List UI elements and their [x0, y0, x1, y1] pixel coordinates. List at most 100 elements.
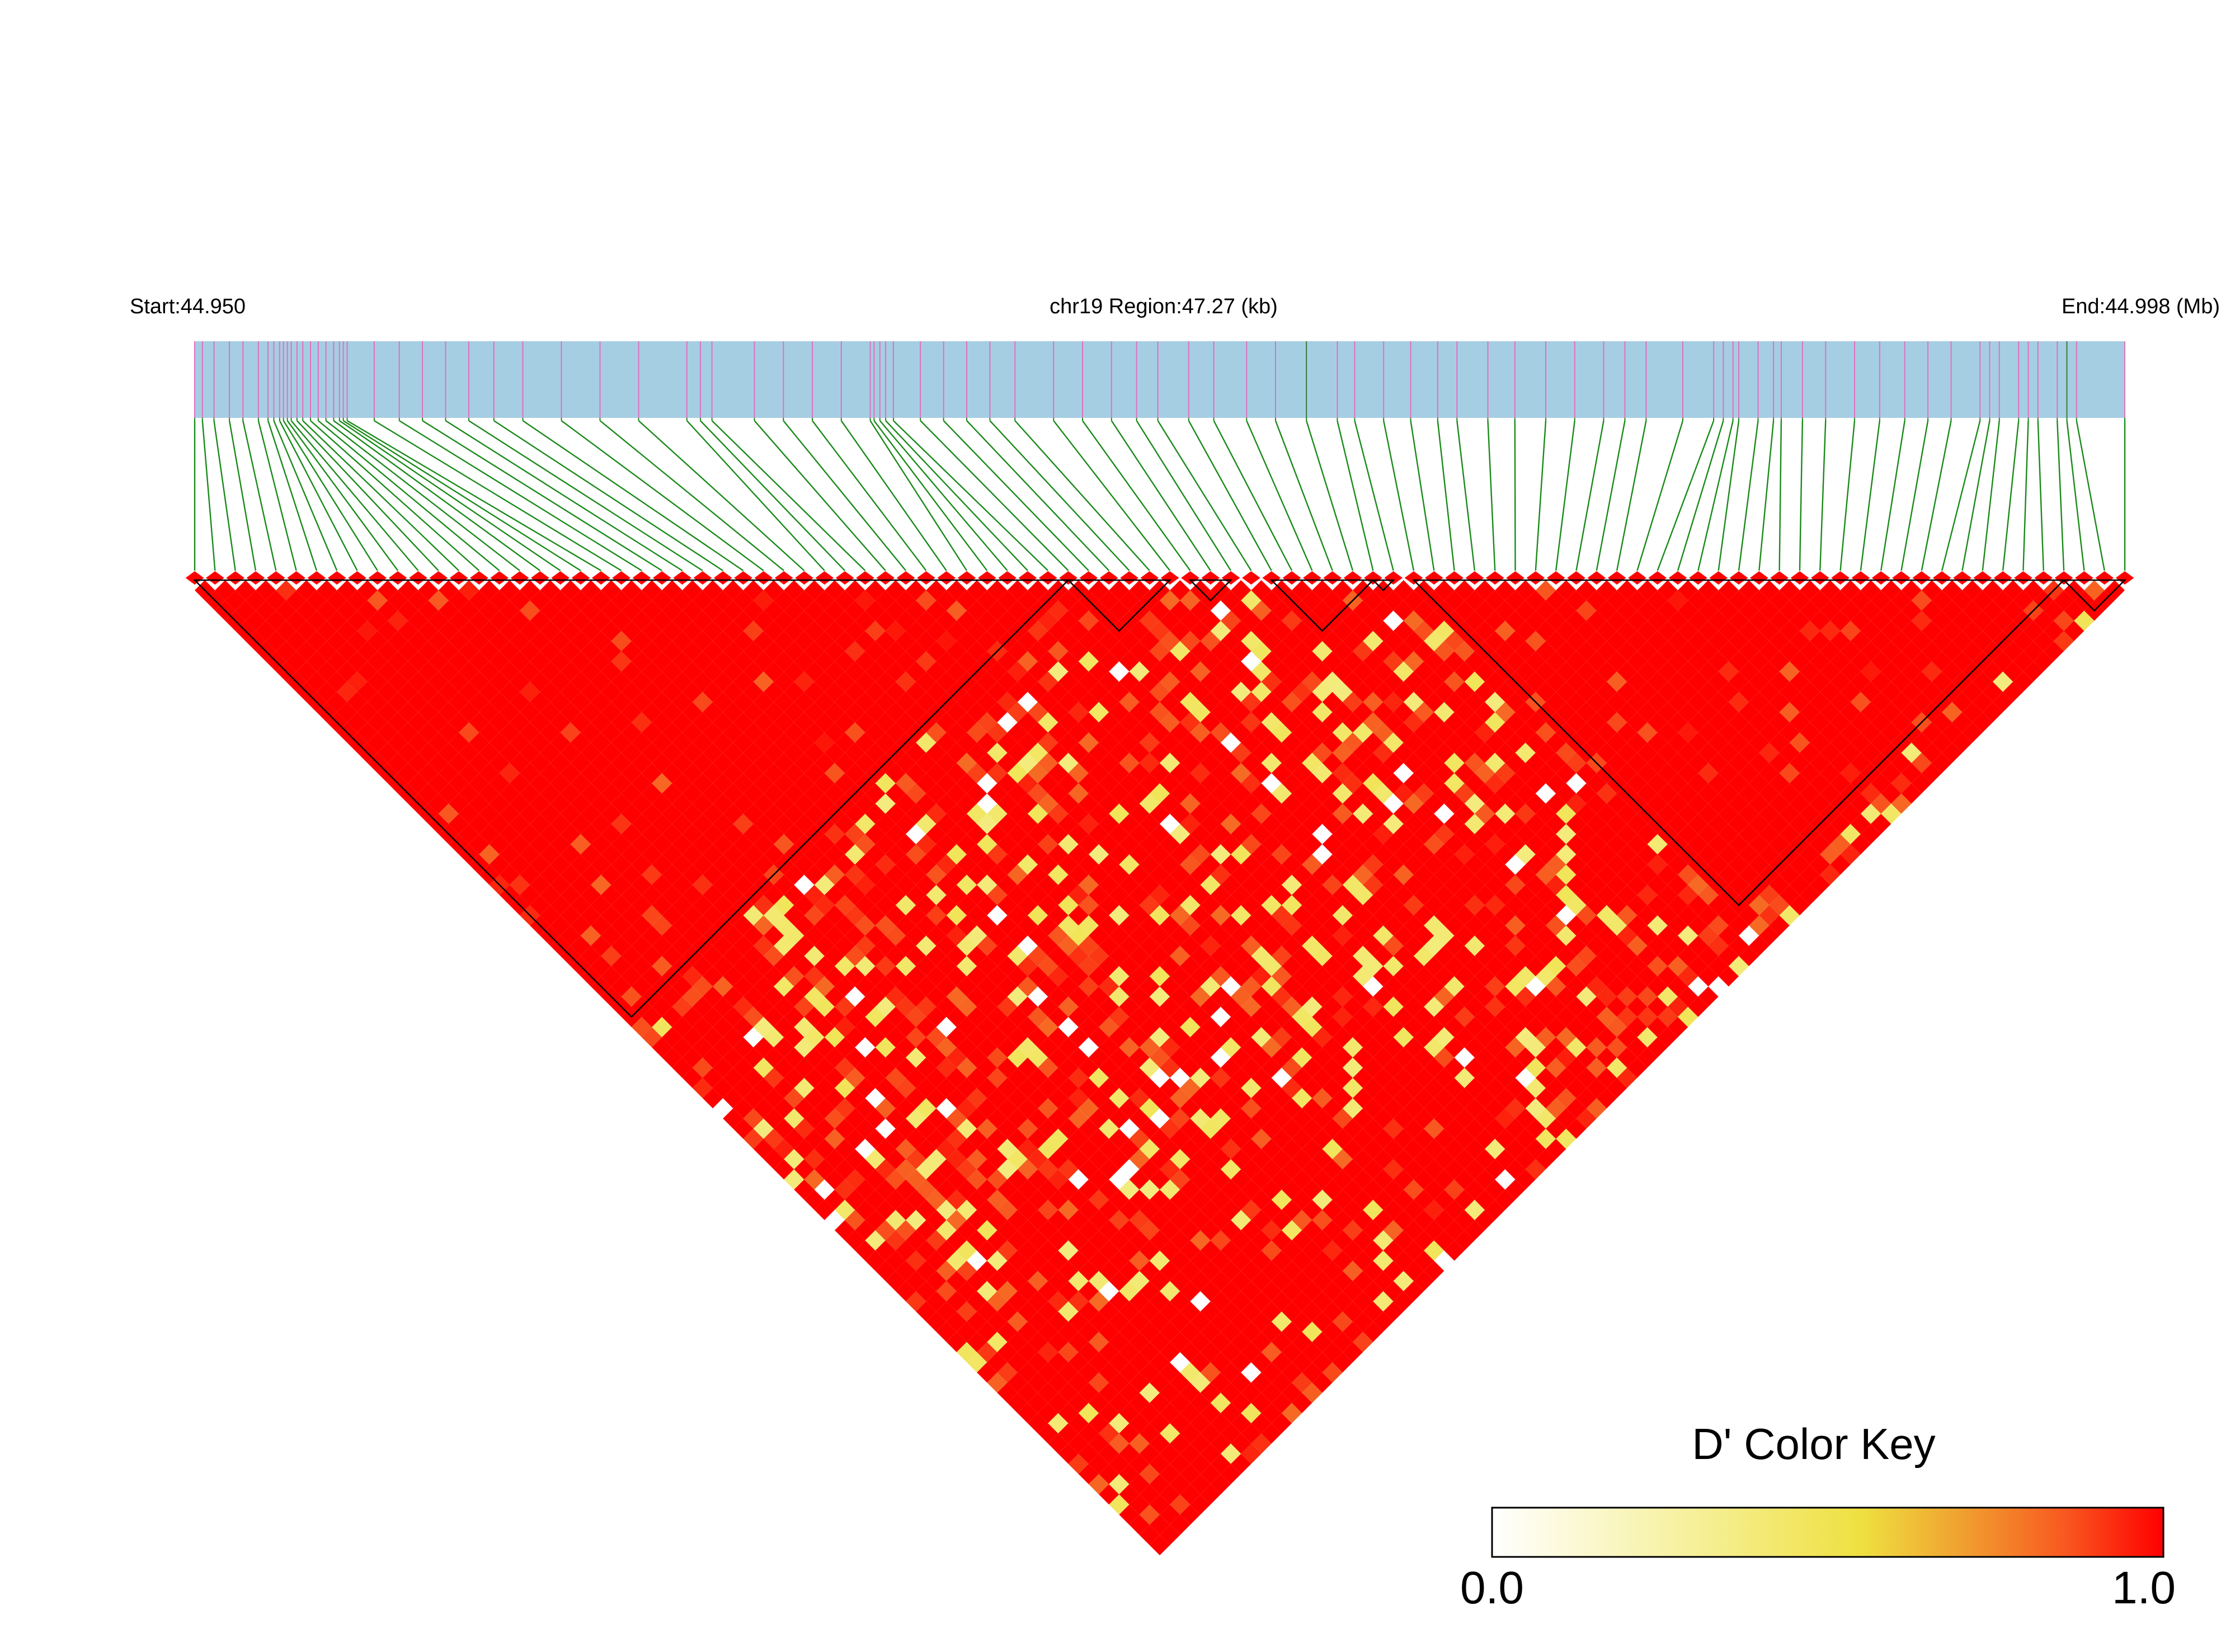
ld-cell	[1109, 1311, 1130, 1332]
ld-cell	[1220, 1382, 1241, 1403]
ld-cell	[1373, 1088, 1394, 1109]
ld-cell	[1332, 1149, 1353, 1170]
ld-cell	[1312, 1230, 1333, 1251]
ld-cell	[692, 590, 713, 611]
ld-cell	[1281, 956, 1302, 977]
ld-cell	[804, 1006, 825, 1027]
ld-cell	[1363, 1281, 1384, 1302]
ld-cell	[1413, 641, 1434, 662]
ld-cell	[1657, 864, 1678, 885]
ld-cell	[631, 773, 652, 794]
ld-cell	[845, 1209, 865, 1231]
ld-cell	[997, 1138, 1018, 1159]
ld-cell	[540, 844, 561, 865]
ld-cell	[1058, 1402, 1079, 1424]
ld-cell	[581, 763, 601, 784]
ld-cell	[865, 966, 886, 987]
ld-cell	[1139, 651, 1160, 672]
ld-cell	[1119, 834, 1140, 855]
ld-cell	[1038, 651, 1058, 672]
ld-cell	[631, 671, 652, 692]
ld-cell	[1728, 752, 1749, 773]
ld-cell	[1099, 1281, 1119, 1302]
ld-cell	[1657, 681, 1678, 702]
ld-cell	[1647, 874, 1668, 895]
ld-cell	[1078, 1402, 1099, 1424]
ld-cell	[1403, 732, 1424, 753]
ld-cell	[1220, 651, 1241, 672]
ld-cell	[1200, 1179, 1221, 1200]
ld-cell	[1109, 1230, 1130, 1251]
ld-cell	[1332, 1352, 1353, 1373]
ld-cell	[1149, 1474, 1170, 1495]
ld-cell	[499, 803, 520, 824]
ld-cell	[1799, 681, 1820, 702]
ld-cell	[692, 773, 713, 794]
ld-cell	[824, 864, 845, 885]
ld-cell	[1718, 783, 1739, 804]
ld-cell	[1363, 712, 1384, 733]
ld-cell	[1383, 1057, 1404, 1078]
snp-connector	[2022, 420, 2029, 571]
ld-cell	[1363, 996, 1384, 1017]
ld-cell	[672, 1037, 693, 1058]
ld-cell	[1058, 996, 1079, 1017]
ld-cell	[885, 702, 906, 723]
ld-cell	[997, 712, 1018, 733]
ld-cell	[316, 600, 337, 621]
ld-cell	[1078, 1220, 1099, 1241]
ld-cell	[1017, 1098, 1038, 1119]
snp-marker	[1343, 571, 1362, 585]
ld-cell	[1617, 945, 1638, 966]
ld-cell	[1342, 935, 1363, 956]
ld-cell	[1495, 1088, 1516, 1109]
ld-cell	[1109, 1494, 1130, 1515]
ld-cell	[875, 1260, 896, 1281]
ld-cell	[1881, 783, 1902, 804]
ld-cell	[550, 732, 571, 753]
ld-cell	[1556, 1088, 1577, 1109]
ld-cell	[946, 1291, 967, 1312]
ld-cell	[652, 671, 672, 692]
ld-cell	[1464, 712, 1485, 733]
ld-cell	[956, 1098, 977, 1119]
ld-cell	[1271, 864, 1292, 885]
ld-cell	[1170, 905, 1191, 926]
ld-cell	[1363, 1098, 1384, 1119]
ld-cell	[936, 1138, 957, 1159]
ld-cell	[611, 956, 632, 977]
ld-cell	[1799, 580, 1820, 601]
ld-cell	[1129, 1474, 1150, 1495]
ld-cell	[1231, 681, 1251, 702]
ld-cell	[1464, 813, 1485, 834]
ld-cell	[1149, 1169, 1170, 1190]
ld-cell	[1952, 651, 1973, 672]
ld-cell	[1038, 712, 1058, 733]
ld-cell	[1302, 691, 1323, 713]
snp-marker	[2075, 571, 2093, 585]
ld-cell	[1220, 590, 1241, 611]
ld-cell	[1525, 895, 1546, 916]
ld-cell	[1606, 671, 1627, 692]
ld-cell	[1485, 1037, 1505, 1058]
snp-marker	[571, 571, 590, 585]
ld-cell	[946, 925, 967, 946]
ld-cell	[1373, 661, 1394, 682]
ld-cell	[1342, 854, 1363, 875]
ld-cell	[1799, 641, 1820, 662]
ld-cell	[509, 691, 530, 713]
ld-cell	[1647, 976, 1668, 997]
ld-cell	[1424, 895, 1444, 916]
ld-cell	[570, 630, 591, 652]
ld-cell	[865, 1149, 886, 1170]
ld-cell	[672, 610, 693, 631]
ld-cell	[1271, 1108, 1292, 1129]
ld-cell	[631, 712, 652, 733]
snp-marker	[1485, 571, 1504, 585]
ld-cell	[1403, 610, 1424, 631]
ld-cell	[438, 783, 459, 804]
ld-cell	[977, 1199, 997, 1220]
ld-cell	[1078, 854, 1099, 875]
ld-cell	[1728, 874, 1749, 895]
ld-cell	[1058, 1240, 1079, 1261]
